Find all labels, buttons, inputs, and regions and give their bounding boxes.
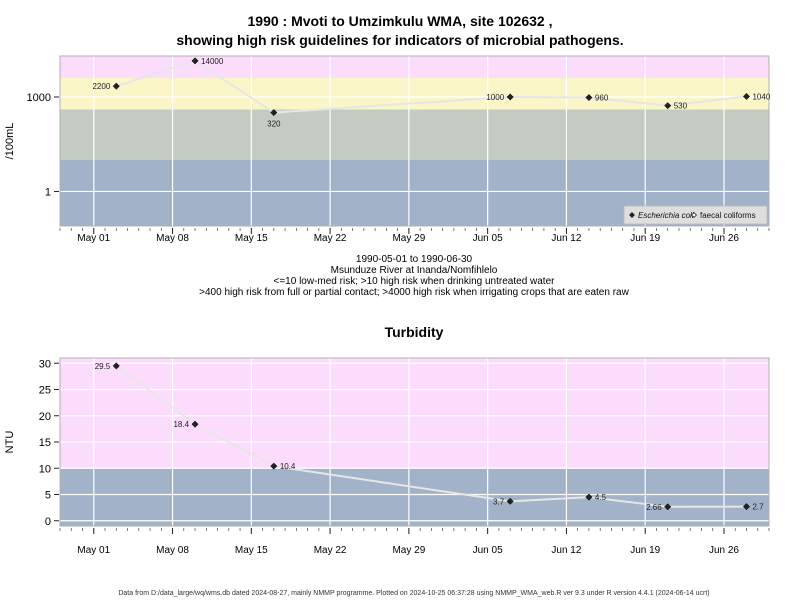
x-tick-label: Jun 26: [709, 545, 739, 556]
contact-risk-caption: >400 high risk from full or partial cont…: [199, 287, 629, 298]
data-point: [112, 362, 120, 370]
x-tick-label: Jun 12: [551, 233, 581, 244]
risk-band-0: [60, 468, 769, 526]
data-label: 18.4: [173, 420, 189, 429]
data-point: [742, 92, 751, 100]
footer-note: Data from D:/data_large/wq/wms.db dated …: [118, 590, 710, 597]
x-tick-label: May 22: [314, 545, 347, 556]
legend-ecoli-marker: [629, 212, 635, 218]
risk-band-3: [60, 56, 769, 79]
x-tick-label: May 29: [392, 545, 425, 556]
data-label: 2.7: [752, 503, 764, 512]
y-tick-label: 1: [45, 186, 51, 198]
data-label: 960: [595, 94, 609, 103]
site-name-caption: Msunduze River at Inanda/Nomfihlelo: [330, 265, 498, 276]
x-tick-label: May 22: [314, 233, 347, 244]
x-tick-label: May 15: [235, 233, 268, 244]
data-label: 2.66: [646, 503, 662, 512]
data-point: [191, 420, 199, 428]
drinking-risk-caption: <=10 low-med risk; >10 high risk when dr…: [273, 276, 555, 287]
y-tick-label: 0: [45, 516, 51, 528]
data-label: 14000: [201, 57, 224, 66]
legend-label: Escherichia coli: [638, 211, 694, 220]
turbidity-title: Turbidity: [384, 324, 444, 340]
y-tick-label: 15: [39, 437, 51, 449]
y-tick-label: 20: [39, 411, 51, 423]
plot-border: [59, 55, 770, 227]
data-label: 3.7: [493, 497, 505, 506]
data-label: 1040: [752, 92, 770, 101]
data-point: [664, 503, 672, 511]
x-tick-label: Jun 19: [630, 233, 660, 244]
data-point: [506, 497, 514, 505]
data-point: [191, 57, 199, 65]
plot-border: [59, 357, 770, 527]
data-point: [506, 93, 514, 101]
y-axis-title: NTU: [4, 431, 16, 454]
x-tick-label: Jun 05: [473, 545, 503, 556]
data-point: [270, 109, 278, 117]
y-tick-label: 25: [39, 385, 51, 397]
data-label: 2200: [92, 82, 110, 91]
y-axis-title: /100mL: [4, 123, 16, 160]
date-range-caption: 1990-05-01 to 1990-06-30: [355, 254, 473, 265]
chart-title-line-1: 1990 : Mvoti to Umzimkulu WMA, site 1026…: [247, 13, 553, 29]
data-label: 1000: [486, 93, 504, 102]
chart-title-line-2: showing high risk guidelines for indicat…: [176, 32, 624, 48]
data-point: [664, 102, 672, 110]
data-label: 29.5: [95, 362, 111, 371]
x-tick-label: May 01: [77, 545, 110, 556]
data-point: [585, 493, 593, 501]
x-tick-label: Jun 26: [709, 233, 739, 244]
x-tick-label: May 08: [156, 233, 189, 244]
x-tick-label: May 15: [235, 545, 268, 556]
x-tick-label: Jun 19: [630, 545, 660, 556]
risk-band-1: [60, 358, 769, 469]
data-label: 320: [267, 120, 281, 129]
data-label: 4.5: [595, 493, 607, 502]
data-point: [270, 462, 278, 470]
data-label: 530: [674, 102, 688, 111]
x-tick-label: May 01: [77, 233, 110, 244]
data-point: [742, 503, 751, 511]
x-tick-label: Jun 12: [551, 545, 581, 556]
data-point: [112, 82, 120, 90]
legend-faecal-marker: [691, 212, 697, 218]
data-label: 10.4: [280, 462, 296, 471]
x-tick-label: May 08: [156, 545, 189, 556]
legend-label: faecal coliforms: [700, 211, 756, 220]
y-tick-label: 30: [39, 358, 51, 370]
data-point: [585, 93, 593, 102]
risk-band-1: [60, 109, 769, 160]
x-tick-label: May 29: [392, 233, 425, 244]
y-tick-label: 5: [45, 490, 51, 502]
y-tick-label: 10: [39, 463, 51, 475]
y-tick-label: 1000: [27, 92, 51, 104]
x-tick-label: Jun 05: [473, 233, 503, 244]
